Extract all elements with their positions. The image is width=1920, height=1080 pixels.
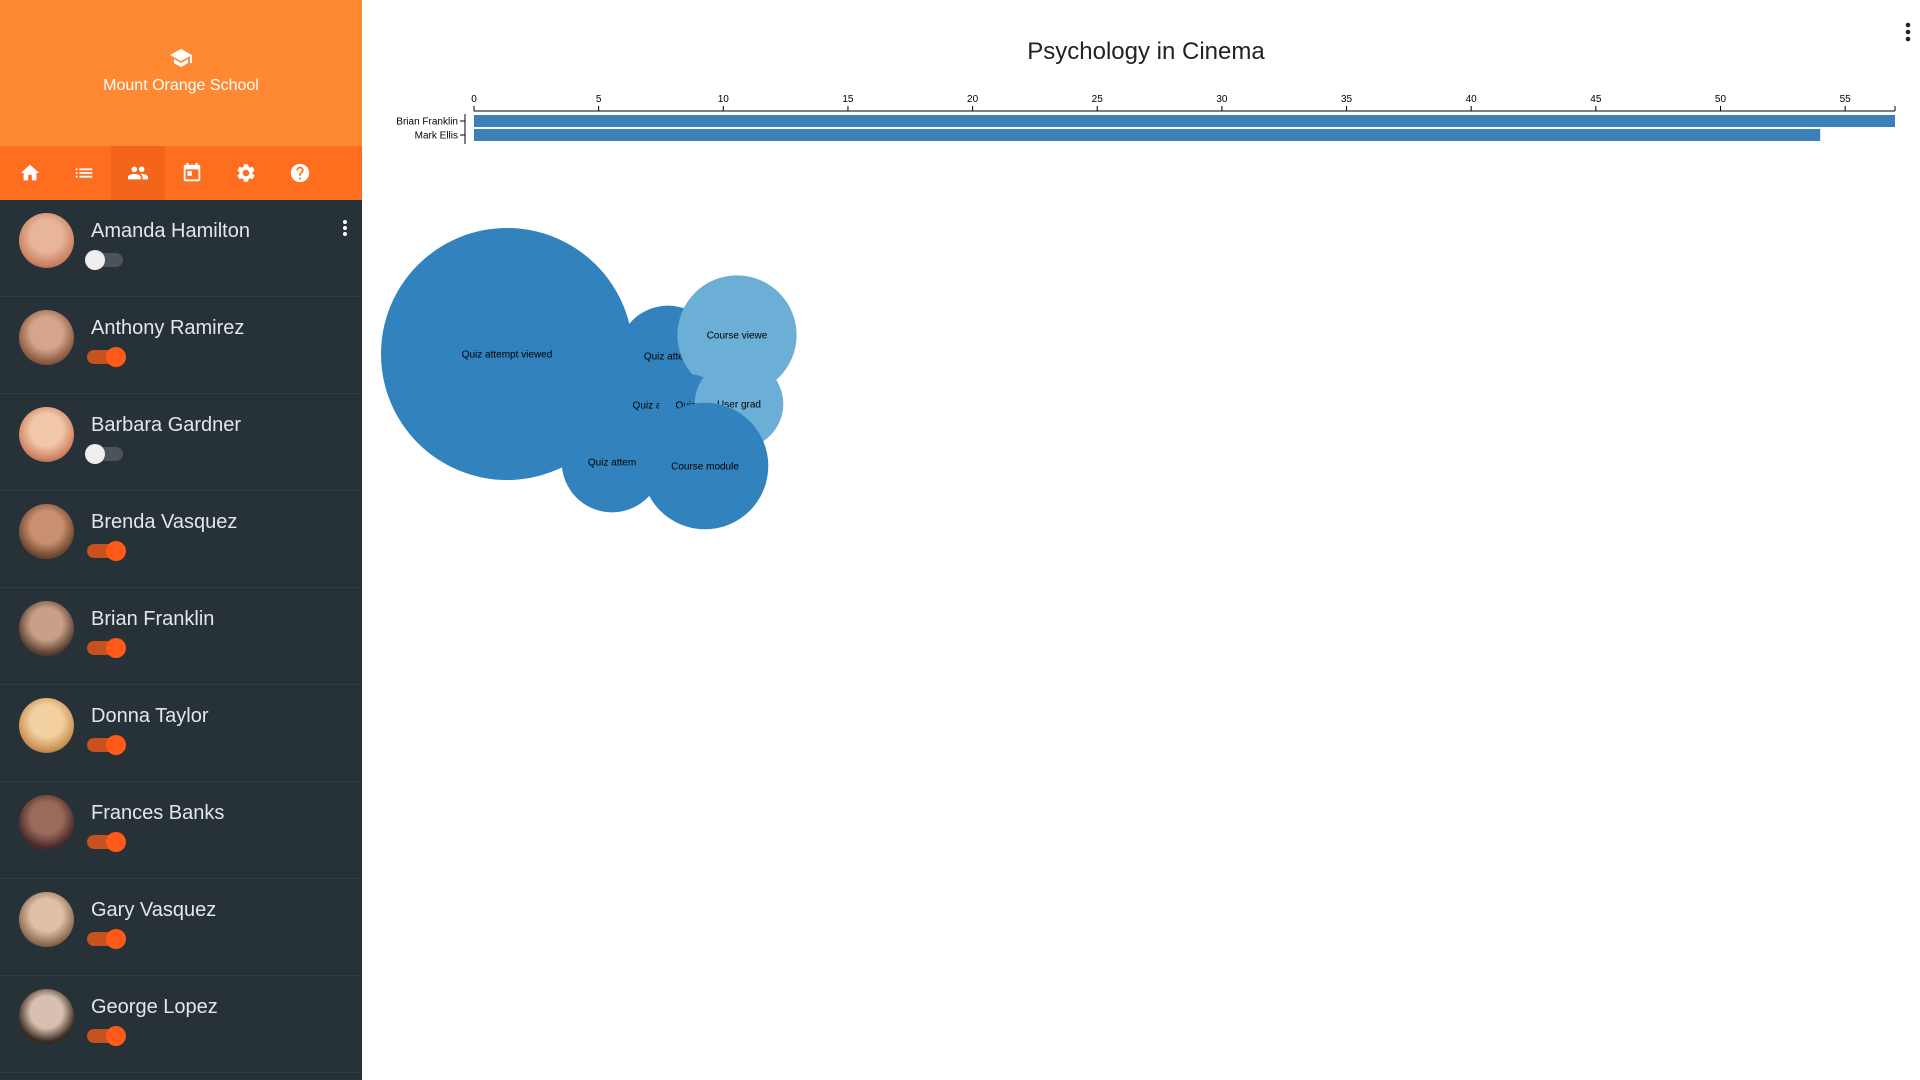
user-list: Amanda Hamilton Anthony Ramirez Barbara Ga…	[0, 200, 362, 1073]
user-name[interactable]: Amanda Hamilton	[91, 220, 250, 242]
user-list-item[interactable]: Donna Taylor	[0, 685, 362, 782]
sidebar-nav	[0, 146, 362, 200]
gear-icon	[237, 164, 255, 182]
user-name[interactable]: Donna Taylor	[91, 705, 209, 727]
bubble-label: User grad	[717, 400, 761, 411]
user-name[interactable]: Barbara Gardner	[91, 414, 242, 436]
avatar	[19, 698, 74, 753]
user-toggle[interactable]	[87, 735, 126, 755]
toggle-knob	[106, 929, 126, 949]
nav-calendar-button[interactable]	[165, 146, 219, 200]
x-tick-label: 0	[471, 94, 477, 105]
calendar-icon	[183, 162, 201, 182]
school-name[interactable]: Mount Orange School	[103, 77, 259, 94]
user-toggle[interactable]	[87, 347, 126, 367]
x-tick-label: 50	[1715, 94, 1727, 105]
user-name[interactable]: George Lopez	[91, 996, 218, 1018]
participation-bar-chart: 0 5 10 15 20 25 30 35 40 45 50 55 Brian Franklin Mark…	[396, 94, 1896, 144]
help-icon	[290, 163, 310, 183]
toggle-knob	[106, 541, 126, 561]
bubble[interactable]	[561, 411, 663, 513]
user-toggle[interactable]	[87, 541, 126, 561]
y-tick-label: Mark Ellis	[415, 131, 458, 142]
bar[interactable]	[474, 129, 1821, 141]
avatar	[19, 213, 74, 268]
user-list-item[interactable]: Anthony Ramirez	[0, 297, 362, 394]
bubble-label: Course viewe	[707, 331, 768, 342]
avatar	[19, 601, 74, 656]
x-tick-label: 55	[1840, 94, 1852, 105]
page-menu-button[interactable]	[1900, 20, 1916, 46]
toggle-knob	[106, 638, 126, 658]
user-name[interactable]: Anthony Ramirez	[91, 317, 245, 339]
nav-list-button[interactable]	[57, 146, 111, 200]
kebab-menu-icon	[343, 220, 347, 236]
x-tick-label: 40	[1466, 94, 1478, 105]
toggle-knob	[106, 832, 126, 852]
bubble-label: Quiz attem	[644, 352, 692, 363]
user-list-item[interactable]: Frances Banks	[0, 782, 362, 879]
avatar	[19, 504, 74, 559]
avatar	[19, 407, 74, 462]
toggle-knob	[106, 1026, 126, 1046]
nav-settings-button[interactable]	[219, 146, 273, 200]
nav-people-button[interactable]	[111, 146, 165, 200]
avatar	[19, 310, 74, 365]
bar[interactable]	[474, 115, 1895, 127]
bubble-label: Quiz attem	[588, 458, 636, 469]
toggle-knob	[85, 444, 105, 464]
user-list-item[interactable]: George Lopez	[0, 976, 362, 1073]
home-icon	[20, 164, 40, 181]
user-list-item[interactable]: Gary Vasquez	[0, 879, 362, 976]
bubble-label: Course module	[671, 462, 739, 473]
bubble-label: Quiz a	[633, 401, 662, 412]
bubble[interactable]	[677, 275, 797, 395]
list-icon	[75, 168, 93, 178]
user-name[interactable]: Frances Banks	[91, 802, 225, 824]
user-list-item[interactable]: Brenda Vasquez	[0, 491, 362, 588]
bubble[interactable]	[381, 228, 633, 480]
toggle-knob	[106, 347, 126, 367]
user-toggle[interactable]	[85, 250, 123, 270]
x-tick-label: 35	[1341, 94, 1353, 105]
user-toggle[interactable]	[87, 929, 126, 949]
user-name[interactable]: Brian Franklin	[91, 608, 215, 630]
x-tick-label: 15	[842, 94, 854, 105]
avatar	[19, 892, 74, 947]
user-toggle[interactable]	[87, 1026, 126, 1046]
x-tick-label: 30	[1216, 94, 1228, 105]
brand-header: Mount Orange School	[0, 0, 362, 146]
main-content: Psychology in Cinema 0 5 10 15 20 25 30 35 40 45 5…	[362, 0, 1920, 1080]
user-list-item[interactable]: Barbara Gardner	[0, 394, 362, 491]
graduation-cap-icon	[170, 49, 192, 67]
y-tick-label: Brian Franklin	[396, 117, 458, 128]
user-name[interactable]: Gary Vasquez	[91, 899, 217, 921]
user-list-item[interactable]: Brian Franklin	[0, 588, 362, 685]
x-tick-label: 20	[967, 94, 979, 105]
toggle-knob	[85, 250, 105, 270]
toggle-knob	[106, 735, 126, 755]
user-name[interactable]: Brenda Vasquez	[91, 511, 238, 533]
avatar	[19, 989, 74, 1044]
nav-help-button[interactable]	[273, 146, 327, 200]
user-toggle[interactable]	[87, 832, 126, 852]
x-tick-label: 5	[596, 94, 602, 105]
user-toggle[interactable]	[87, 638, 126, 658]
user-item-menu-button[interactable]	[338, 218, 352, 240]
nav-home-button[interactable]	[3, 146, 57, 200]
event-bubble-chart: Quiz attempt viewed Quiz attem Course view…	[381, 228, 797, 530]
kebab-menu-icon	[1905, 22, 1911, 42]
chart-title: Psychology in Cinema	[1027, 38, 1265, 65]
sidebar: Mount Orange School Amanda Hamilton Antho…	[0, 0, 362, 1080]
x-tick-label: 45	[1590, 94, 1602, 105]
x-tick-label: 10	[718, 94, 730, 105]
x-tick-label: 25	[1092, 94, 1104, 105]
bubble[interactable]	[641, 402, 769, 530]
bubble-label: Quiz attempt viewed	[462, 350, 553, 361]
avatar	[19, 795, 74, 850]
people-icon	[127, 166, 149, 180]
user-toggle[interactable]	[85, 444, 123, 464]
user-list-item[interactable]: Amanda Hamilton	[0, 200, 362, 297]
